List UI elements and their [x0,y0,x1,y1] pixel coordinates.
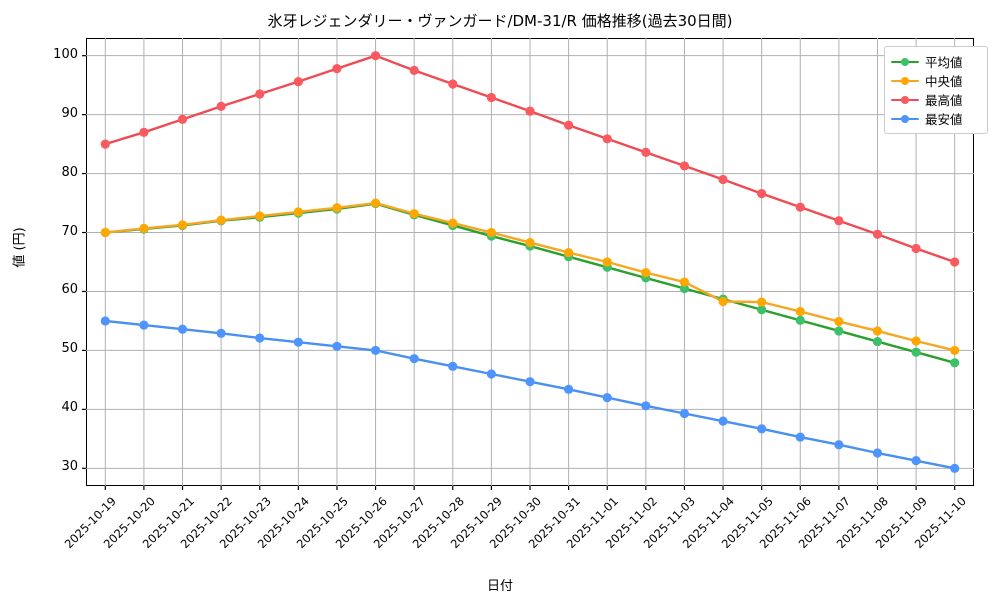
legend-dot [901,57,909,66]
y-tick-label: 70 [61,223,78,239]
y-tick-label: 90 [61,105,78,121]
legend-swatch-icon [891,74,919,88]
x-axis-label: 日付 [486,579,513,594]
x-tick-label: 2025-11-10 [911,494,969,552]
legend-swatch-icon [891,93,919,107]
legend-item-3[interactable]: 最安値 [891,109,981,128]
legend-dot [901,95,909,104]
plot-area [86,38,974,486]
legend-dot [901,76,909,85]
y-tick-label: 80 [61,164,78,180]
legend-item-1[interactable]: 中央値 [891,71,981,90]
legend-label: 最高値 [925,93,963,108]
y-tick-label: 40 [61,400,78,416]
chart-legend: 平均値中央値最高値最安値 [884,46,988,134]
legend-item-2[interactable]: 最高値 [891,90,981,109]
legend-item-0[interactable]: 平均値 [891,52,981,71]
legend-label: 平均値 [925,55,963,70]
legend-swatch-icon [891,55,919,69]
legend-swatch-icon [891,112,919,126]
y-axis-label: 値 (円) [12,227,28,268]
y-tick-label: 30 [61,459,78,475]
legend-dot [901,114,909,123]
y-tick-label: 50 [61,341,78,357]
legend-label: 中央値 [925,74,963,89]
y-tick-label: 60 [61,282,78,298]
y-tick-label: 100 [53,46,78,62]
legend-label: 最安値 [925,112,963,127]
chart-title: 氷牙レジェンダリー・ヴァンガード/DM-31/R 価格推移(過去30日間) [267,12,733,30]
